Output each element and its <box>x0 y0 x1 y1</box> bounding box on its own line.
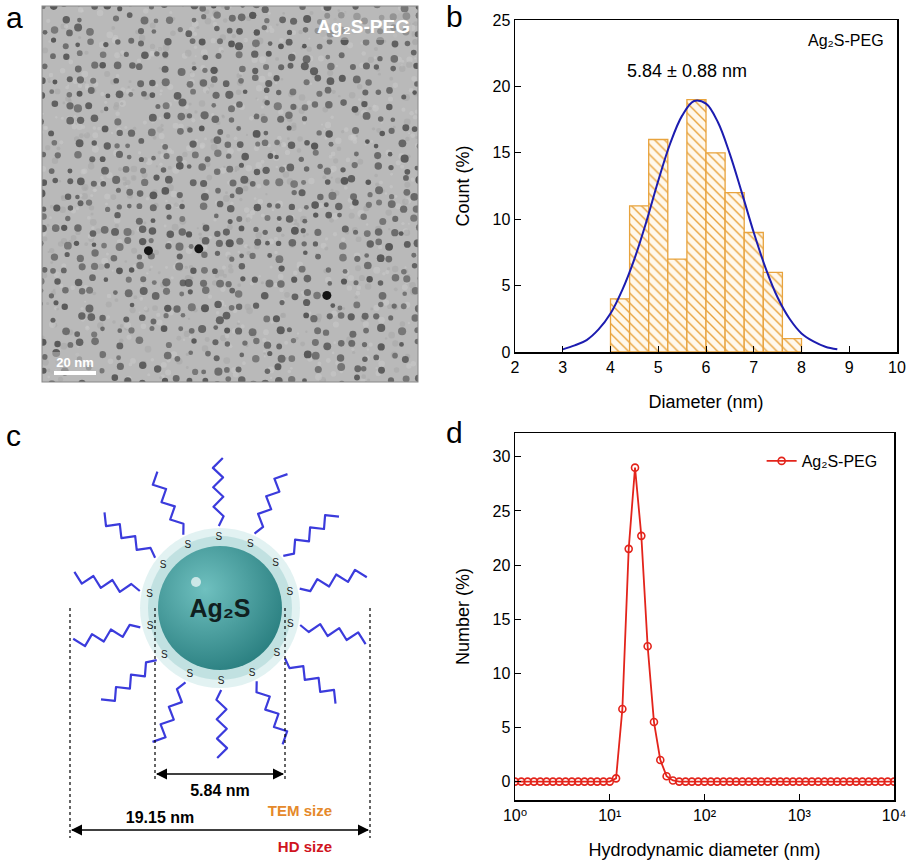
svg-text:4: 4 <box>606 359 615 376</box>
svg-text:10²: 10² <box>693 807 717 824</box>
svg-text:S: S <box>274 647 281 658</box>
svg-text:10⁰: 10⁰ <box>503 807 527 824</box>
svg-text:Ag₂S-PEG: Ag₂S-PEG <box>802 453 878 470</box>
svg-text:TEM size: TEM size <box>268 802 332 819</box>
svg-text:20 nm: 20 nm <box>56 355 94 370</box>
svg-text:20: 20 <box>493 557 511 574</box>
svg-text:S: S <box>287 586 294 597</box>
svg-text:5: 5 <box>501 719 510 736</box>
svg-text:S: S <box>218 675 225 686</box>
svg-text:S: S <box>216 531 223 542</box>
svg-text:Diameter (nm): Diameter (nm) <box>648 392 763 412</box>
svg-text:10⁴: 10⁴ <box>882 807 907 824</box>
svg-text:Ag₂S: Ag₂S <box>189 594 250 622</box>
svg-text:5.84 ± 0.88 nm: 5.84 ± 0.88 nm <box>627 61 747 81</box>
svg-text:S: S <box>186 668 193 679</box>
svg-text:HD size: HD size <box>278 838 332 855</box>
svg-text:19.15 nm: 19.15 nm <box>126 809 194 826</box>
svg-text:9: 9 <box>845 359 854 376</box>
svg-text:S: S <box>287 618 294 629</box>
svg-text:6: 6 <box>702 359 711 376</box>
svg-text:5.84 nm: 5.84 nm <box>190 782 250 799</box>
svg-text:Count (%): Count (%) <box>453 145 473 226</box>
svg-text:a: a <box>6 1 23 34</box>
svg-text:25: 25 <box>493 503 511 520</box>
svg-text:S: S <box>160 559 167 570</box>
svg-text:10: 10 <box>888 359 906 376</box>
svg-text:7: 7 <box>749 359 758 376</box>
svg-text:c: c <box>6 419 21 452</box>
svg-text:25: 25 <box>493 12 511 29</box>
svg-text:5: 5 <box>501 277 510 294</box>
svg-text:S: S <box>247 538 254 549</box>
svg-text:Hydrodynamic diameter (nm): Hydrodynamic diameter (nm) <box>588 840 820 860</box>
svg-text:10¹: 10¹ <box>598 807 621 824</box>
svg-text:S: S <box>249 667 256 678</box>
svg-text:10³: 10³ <box>788 807 812 824</box>
svg-text:20: 20 <box>493 78 511 95</box>
svg-text:30: 30 <box>493 448 511 465</box>
html-text:d: d <box>446 416 463 449</box>
svg-text:15: 15 <box>493 611 511 628</box>
svg-text:Ag₂S-PEG: Ag₂S-PEG <box>808 32 884 49</box>
svg-text:10: 10 <box>493 665 511 682</box>
svg-text:0: 0 <box>501 773 510 790</box>
svg-text:S: S <box>184 539 191 550</box>
svg-text:10: 10 <box>493 211 511 228</box>
svg-text:S: S <box>272 557 279 568</box>
html-text:b: b <box>446 0 463 33</box>
svg-text:S: S <box>161 649 168 660</box>
svg-text:15: 15 <box>493 144 511 161</box>
svg-text:Ag₂S-PEG: Ag₂S-PEG <box>317 16 410 37</box>
svg-text:5: 5 <box>654 359 663 376</box>
svg-text:0: 0 <box>501 344 510 361</box>
svg-text:S: S <box>147 620 154 631</box>
svg-text:2: 2 <box>511 359 520 376</box>
svg-text:3: 3 <box>558 359 567 376</box>
svg-text:S: S <box>146 588 153 599</box>
svg-text:Number (%): Number (%) <box>453 568 473 665</box>
svg-text:8: 8 <box>797 359 806 376</box>
